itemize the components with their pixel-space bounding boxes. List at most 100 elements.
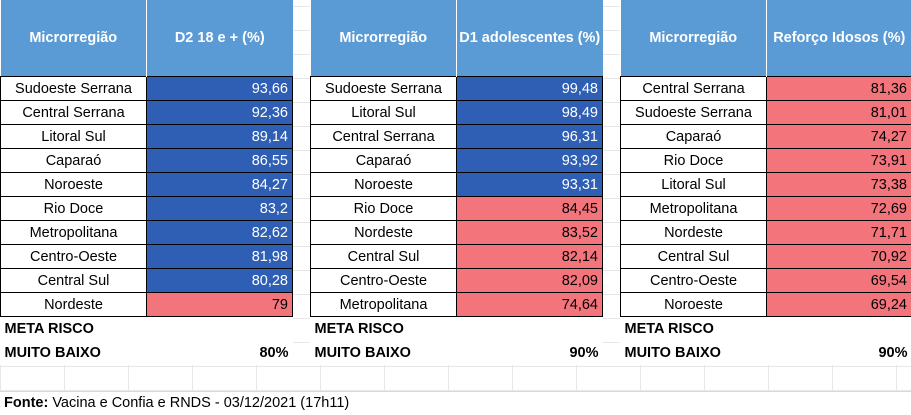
region-name-cell: Caparaó [621, 125, 767, 149]
coverage-value-cell: 69,54 [767, 269, 911, 293]
target-row-line1: META RISCO [311, 317, 603, 342]
coverage-value-cell: 84,45 [457, 197, 603, 221]
region-name-cell: Centro-Oeste [1, 245, 147, 269]
coverage-value-cell: 81,98 [147, 245, 293, 269]
region-name-cell: Nordeste [621, 221, 767, 245]
region-name-cell: Centro-Oeste [621, 269, 767, 293]
coverage-value-cell: 83,2 [147, 197, 293, 221]
column-header-region: Microrregião [1, 0, 147, 77]
coverage-value-cell: 69,24 [767, 293, 911, 317]
region-name-cell: Sudoeste Serrana [621, 101, 767, 125]
coverage-value-cell: 86,55 [147, 149, 293, 173]
region-name-cell: Noroeste [311, 173, 457, 197]
coverage-value-cell: 99,48 [457, 77, 603, 101]
target-empty-cell [457, 317, 603, 342]
region-name-cell: Central Serrana [311, 125, 457, 149]
coverage-value-cell: 73,91 [767, 149, 911, 173]
region-name-cell: Rio Doce [621, 149, 767, 173]
region-name-cell: Rio Doce [1, 197, 147, 221]
column-header-region: Microrregião [621, 0, 767, 77]
target-label: MUITO BAIXO [621, 341, 767, 365]
region-name-cell: Central Serrana [621, 77, 767, 101]
region-name-cell: Central Sul [621, 245, 767, 269]
target-label: META RISCO [1, 317, 147, 342]
coverage-value-cell: 80,28 [147, 269, 293, 293]
coverage-value-cell: 93,31 [457, 173, 603, 197]
coverage-value-cell: 82,09 [457, 269, 603, 293]
target-value: 90% [457, 341, 603, 365]
coverage-value-cell: 89,14 [147, 125, 293, 149]
region-name-cell: Litoral Sul [1, 125, 147, 149]
target-empty-cell [767, 317, 911, 342]
region-name-cell: Litoral Sul [311, 101, 457, 125]
region-name-cell: Caparaó [1, 149, 147, 173]
column-header-metric: D2 18 e + (%) [147, 0, 293, 77]
target-label: META RISCO [311, 317, 457, 342]
coverage-value-cell: 70,92 [767, 245, 911, 269]
target-label: MUITO BAIXO [311, 341, 457, 365]
region-name-cell: Nordeste [1, 293, 147, 317]
region-name-cell: Litoral Sul [621, 173, 767, 197]
region-name-cell: Central Sul [1, 269, 147, 293]
coverage-value-cell: 83,52 [457, 221, 603, 245]
region-name-cell: Metropolitana [621, 197, 767, 221]
column-header-region: Microrregião [311, 0, 457, 77]
coverage-value-cell: 84,27 [147, 173, 293, 197]
coverage-value-cell: 74,27 [767, 125, 911, 149]
region-name-cell: Noroeste [621, 293, 767, 317]
coverage-value-cell: 82,14 [457, 245, 603, 269]
coverage-value-cell: 93,92 [457, 149, 603, 173]
target-empty-cell [147, 317, 293, 342]
column-header-metric: D1 adolescentes (%) [457, 0, 603, 77]
coverage-value-cell: 92,36 [147, 101, 293, 125]
region-name-cell: Metropolitana [1, 221, 147, 245]
coverage-value-cell: 81,01 [767, 101, 911, 125]
target-label: MUITO BAIXO [1, 341, 147, 365]
coverage-value-cell: 82,62 [147, 221, 293, 245]
region-name-cell: Metropolitana [311, 293, 457, 317]
coverage-value-cell: 93,66 [147, 77, 293, 101]
coverage-value-cell: 74,64 [457, 293, 603, 317]
coverage-value-cell: 72,69 [767, 197, 911, 221]
coverage-value-cell: 79 [147, 293, 293, 317]
coverage-value-cell: 98,49 [457, 101, 603, 125]
region-name-cell: Sudoeste Serrana [1, 77, 147, 101]
coverage-value-cell: 73,38 [767, 173, 911, 197]
region-name-cell: Noroeste [1, 173, 147, 197]
region-name-cell: Central Serrana [1, 101, 147, 125]
column-header-metric: Reforço Idosos (%) [767, 0, 911, 77]
coverage-value-cell: 96,31 [457, 125, 603, 149]
region-name-cell: Caparaó [311, 149, 457, 173]
target-value: 80% [147, 341, 293, 365]
region-name-cell: Rio Doce [311, 197, 457, 221]
